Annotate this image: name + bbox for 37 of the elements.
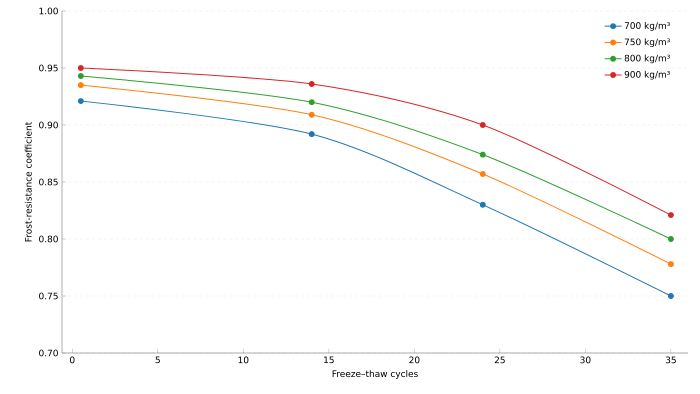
point	[78, 65, 84, 71]
y-tick-label: 0.95	[39, 64, 58, 72]
legend-label: 900 kg/m³	[624, 70, 670, 80]
x-tick-label: 25	[494, 356, 505, 364]
legend-label: 750 kg/m³	[624, 38, 670, 47]
point	[308, 99, 315, 106]
x-tick-label: 35	[666, 356, 676, 364]
point	[668, 293, 674, 299]
legend-label: 700 kg/m³	[624, 22, 670, 31]
y-tick-label: 0.70	[39, 350, 58, 356]
y-tick-label: 0.90	[39, 122, 58, 128]
point	[308, 80, 315, 87]
point	[480, 152, 486, 158]
x-tick-label: 15	[324, 356, 334, 364]
x-tick-label: 0	[70, 356, 75, 364]
point	[78, 82, 84, 88]
y-tick-label: 0.80	[39, 236, 58, 242]
y-tick-label: 0.75	[39, 292, 58, 300]
point	[668, 261, 674, 268]
point	[668, 212, 674, 218]
point	[308, 131, 315, 138]
x-tick-label: 20	[409, 356, 420, 364]
point	[308, 112, 315, 118]
y-axis-title: Frost-resistance coefficient	[24, 122, 32, 242]
y-tick-label: 0.85	[39, 178, 58, 186]
y-tick-label: 1.00	[40, 8, 58, 14]
x-axis-title: Freeze–thaw cycles	[332, 370, 418, 379]
point	[480, 202, 486, 208]
point	[480, 122, 486, 128]
legend-label: 800 kg/m³	[624, 54, 670, 64]
x-tick-label: 5	[156, 356, 160, 364]
point	[78, 98, 84, 104]
point	[668, 236, 674, 242]
point	[480, 171, 486, 178]
x-tick-label: 10	[238, 356, 248, 364]
point	[78, 72, 84, 79]
x-tick-label: 30	[580, 356, 590, 364]
